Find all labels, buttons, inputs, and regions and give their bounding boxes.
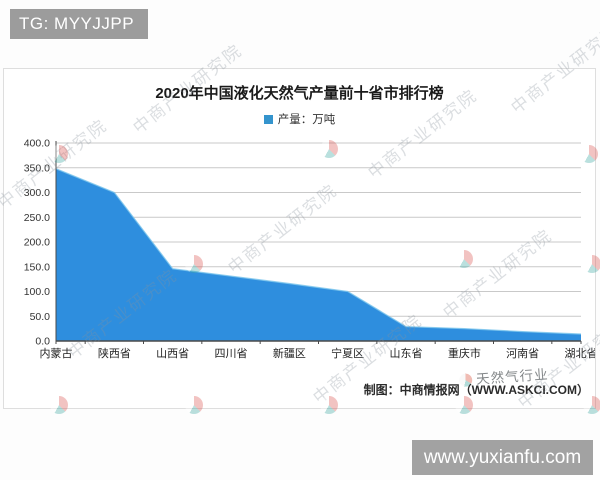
y-axis-tick-label: 250.0 — [24, 212, 50, 224]
chart-title: 2020年中国液化天然气产量前十省市排行榜 — [155, 85, 444, 102]
y-axis-tick-label: 150.0 — [24, 261, 50, 273]
y-axis-tick-label: 100.0 — [24, 286, 50, 298]
area-chart: 0.0 50.0 100.0 150.0 200.0 250.0 300.0 350.0 400… — [24, 138, 596, 361]
y-axis-tick-label: 200.0 — [24, 237, 50, 249]
footer-url-bar: www.yuxianfu.com — [412, 440, 593, 475]
x-axis-label: 重庆市 — [448, 346, 481, 360]
y-axis-tick-label: 350.0 — [24, 162, 50, 174]
attribution: 制图：中商情报网（WWW.ASKCI.COM） — [363, 383, 589, 397]
x-axis-label: 湖北省 — [565, 347, 596, 360]
area-series-edge — [55, 168, 582, 335]
legend-swatch-icon — [263, 115, 273, 124]
y-axis-tick-label: 50.0 — [30, 311, 51, 323]
area-series — [56, 168, 581, 341]
x-axis-label: 四川省 — [215, 347, 248, 360]
x-axis-label: 内蒙古 — [40, 346, 73, 360]
x-axis-label: 陕西省 — [98, 346, 131, 360]
x-axis-label: 山东省 — [390, 347, 423, 360]
chart-panel: 2020年中国液化天然气产量前十省市排行榜 产量：万吨 0.0 50.0 100.0… — [3, 68, 596, 409]
x-axis-label: 山西省 — [156, 347, 189, 360]
chart-legend: 产量：万吨 — [4, 111, 595, 127]
y-axis-tick-label: 300.0 — [24, 187, 50, 199]
legend-label: 产量：万吨 — [277, 114, 336, 126]
x-axis-label: 宁夏区 — [331, 346, 364, 360]
y-axis-tick-label: 0.0 — [35, 336, 50, 348]
x-axis-label: 新疆区 — [273, 346, 306, 360]
x-axis-label: 河南省 — [506, 347, 539, 360]
y-axis-tick-label: 400.0 — [24, 138, 50, 150]
header-watermark-bar: TG: MYYJJPP — [10, 9, 148, 39]
